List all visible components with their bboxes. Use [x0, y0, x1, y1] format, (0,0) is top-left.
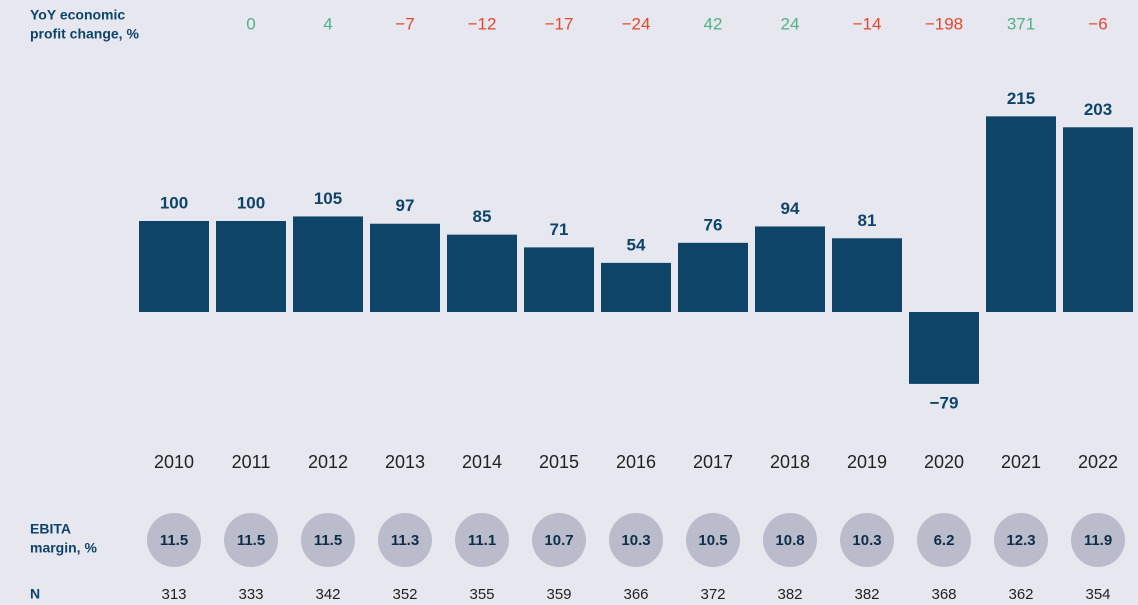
n-value: 366	[623, 586, 648, 603]
margin-badge	[994, 513, 1048, 567]
n-value: 354	[1085, 586, 1110, 603]
margin-value: 12.3	[1006, 532, 1035, 549]
margin-badge	[301, 513, 355, 567]
margin-value: 6.2	[934, 532, 955, 549]
bar	[986, 116, 1056, 312]
value-label: 54	[627, 235, 646, 254]
yoy-value: 24	[781, 14, 800, 33]
margin-badge	[147, 513, 201, 567]
margin-value: 11.5	[237, 532, 265, 549]
bar	[524, 247, 594, 312]
yoy-value: −24	[622, 14, 651, 33]
n-value: 382	[854, 586, 879, 603]
margin-value: 11.9	[1084, 532, 1112, 549]
n-value: 372	[700, 586, 725, 603]
x-tick-label: 2019	[847, 452, 887, 472]
bar	[832, 238, 902, 312]
value-label: 97	[396, 196, 415, 215]
bar	[447, 234, 517, 312]
n-value: 359	[546, 586, 571, 603]
x-tick-label: 2016	[616, 452, 656, 472]
yoy-value: −12	[468, 14, 497, 33]
value-label: 203	[1084, 100, 1112, 119]
value-label: 100	[237, 193, 265, 212]
bar	[216, 221, 286, 312]
value-label: 85	[473, 207, 492, 226]
margin-value: 11.1	[468, 532, 496, 549]
yoy-value: 0	[246, 14, 255, 33]
margin-badge	[532, 513, 586, 567]
yoy-value: −198	[925, 14, 963, 33]
margin-value: 10.3	[621, 532, 650, 549]
bar	[678, 242, 748, 312]
margin-value: 11.5	[314, 532, 342, 549]
yoy-value: 4	[323, 14, 332, 33]
margin-badge	[378, 513, 432, 567]
margin-badge	[1071, 513, 1125, 567]
x-tick-label: 2012	[308, 452, 348, 472]
x-tick-label: 2010	[154, 452, 194, 472]
yoy-value: 42	[704, 14, 723, 33]
value-label: −79	[930, 393, 959, 412]
x-tick-label: 2020	[924, 452, 964, 472]
margin-badge	[455, 513, 509, 567]
n-label: N	[30, 586, 40, 602]
bar	[601, 262, 671, 312]
margin-value: 11.3	[391, 532, 419, 549]
yoy-value: 371	[1007, 14, 1035, 33]
yoy-value: −17	[545, 14, 574, 33]
value-label: 100	[160, 193, 188, 212]
ebita-label: margin, %	[30, 540, 97, 556]
margin-value: 10.5	[698, 532, 727, 549]
n-value: 362	[1008, 586, 1033, 603]
x-tick-label: 2021	[1001, 452, 1041, 472]
n-value: 368	[931, 586, 956, 603]
bar	[1063, 127, 1133, 313]
yoy-value: −7	[395, 14, 414, 33]
x-tick-label: 2017	[693, 452, 733, 472]
yoy-value: −14	[853, 14, 882, 33]
margin-value: 10.8	[775, 532, 804, 549]
margin-badge	[686, 513, 740, 567]
x-tick-label: 2014	[462, 452, 502, 472]
bar	[909, 312, 979, 384]
n-value: 355	[469, 586, 494, 603]
n-value: 313	[161, 586, 186, 603]
value-label: 81	[858, 211, 877, 230]
margin-value: 11.5	[160, 532, 188, 549]
bar	[139, 221, 209, 312]
x-tick-label: 2022	[1078, 452, 1118, 472]
margin-badge	[917, 513, 971, 567]
bar	[755, 226, 825, 312]
ebita-label: EBITA	[30, 521, 71, 537]
yoy-label: profit change, %	[30, 26, 139, 42]
n-value: 333	[238, 586, 263, 603]
value-label: 76	[704, 215, 723, 234]
value-label: 215	[1007, 89, 1035, 108]
n-value: 382	[777, 586, 802, 603]
x-tick-label: 2013	[385, 452, 425, 472]
x-tick-label: 2011	[232, 452, 271, 472]
bar	[370, 223, 440, 312]
x-tick-label: 2015	[539, 452, 579, 472]
value-label: 105	[314, 189, 342, 208]
margin-value: 10.7	[544, 532, 573, 549]
bar	[293, 216, 363, 312]
n-value: 342	[315, 586, 340, 603]
margin-badge	[609, 513, 663, 567]
value-label: 94	[781, 199, 800, 218]
margin-badge	[763, 513, 817, 567]
margin-badge	[840, 513, 894, 567]
yoy-value: −6	[1088, 14, 1107, 33]
margin-value: 10.3	[852, 532, 881, 549]
value-label: 71	[550, 220, 569, 239]
n-value: 352	[392, 586, 417, 603]
margin-badge	[224, 513, 278, 567]
x-tick-label: 2018	[770, 452, 810, 472]
yoy-label: YoY economic	[30, 7, 125, 23]
